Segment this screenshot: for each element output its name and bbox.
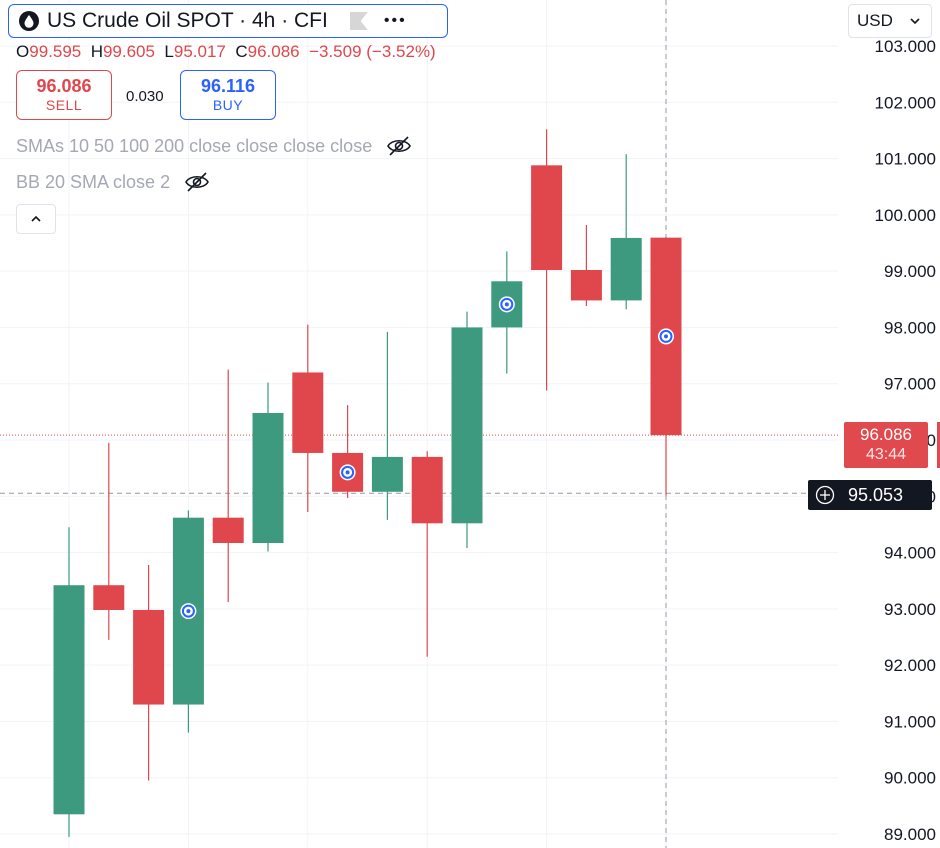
candle-body bbox=[531, 165, 563, 271]
sma-indicator-label: SMAs 10 50 100 200 close close close clo… bbox=[16, 135, 373, 156]
y-tick-label: 101.000 bbox=[875, 150, 936, 169]
sma-indicator-legend[interactable]: SMAs 10 50 100 200 close close close clo… bbox=[16, 135, 412, 157]
y-tick-label: 103.000 bbox=[875, 37, 936, 56]
candle-body bbox=[252, 412, 284, 544]
event-marker-dot bbox=[664, 334, 668, 339]
sell-label: SELL bbox=[45, 97, 83, 113]
buy-price: 96.116 bbox=[200, 76, 256, 96]
close-value: 96.086 bbox=[247, 42, 300, 61]
ohlc-legend: O99.595 H99.605 L95.017 C96.086 −3.509 (… bbox=[16, 42, 436, 62]
crosshair-price-value: 95.053 bbox=[848, 484, 904, 505]
low-value: 95.017 bbox=[173, 42, 226, 61]
y-tick-label: 97.000 bbox=[884, 375, 936, 394]
chevron-down-icon bbox=[910, 18, 920, 25]
more-icon[interactable]: ••• bbox=[383, 12, 407, 29]
close-label: C bbox=[235, 42, 248, 61]
y-tick-label: 92.000 bbox=[884, 656, 936, 675]
y-tick-label: 91.000 bbox=[884, 712, 936, 731]
change-value: −3.509 (−3.52%) bbox=[309, 42, 436, 61]
collapse-legend-button[interactable] bbox=[16, 204, 56, 234]
event-marker-dot bbox=[345, 470, 350, 475]
y-tick-label: 99.000 bbox=[884, 262, 936, 281]
eye-off-icon[interactable] bbox=[184, 171, 210, 193]
y-tick-label: 98.000 bbox=[884, 318, 936, 337]
high-value: 99.605 bbox=[102, 42, 155, 61]
symbol-search[interactable]: US Crude Oil SPOT · 4h · CFI ••• bbox=[8, 4, 448, 38]
candle-body bbox=[53, 585, 85, 815]
buy-label: BUY bbox=[212, 97, 244, 113]
last-price-value: 96.086 bbox=[860, 425, 912, 444]
candle-body bbox=[212, 517, 244, 544]
y-tick-label: 90.000 bbox=[884, 769, 936, 788]
drop-icon bbox=[19, 11, 39, 31]
event-marker-dot bbox=[504, 302, 509, 307]
event-marker-ring bbox=[181, 604, 195, 618]
bb-indicator-legend[interactable]: BB 20 SMA close 2 bbox=[16, 171, 210, 193]
price-tag-edge bbox=[937, 422, 940, 468]
sell-price: 96.086 bbox=[36, 76, 92, 96]
event-marker-ring bbox=[659, 329, 673, 343]
low-label: L bbox=[164, 42, 174, 61]
open-label: O bbox=[16, 42, 30, 61]
chevron-up-icon bbox=[31, 215, 41, 222]
event-marker-ring bbox=[500, 297, 514, 311]
y-tick-label: 102.000 bbox=[875, 93, 936, 112]
candle-body bbox=[411, 456, 443, 524]
buy-button[interactable]: 96.116 BUY bbox=[180, 70, 276, 120]
symbol-title: US Crude Oil SPOT · 4h · CFI bbox=[47, 9, 328, 32]
y-tick-label: 94.000 bbox=[884, 544, 936, 563]
last-price-tag: 96.086 43:44 bbox=[844, 422, 928, 468]
bar-countdown: 43:44 bbox=[865, 446, 907, 463]
bb-indicator-label: BB 20 SMA close 2 bbox=[16, 171, 171, 192]
open-value: 99.595 bbox=[29, 42, 82, 61]
high-label: H bbox=[90, 42, 103, 61]
y-tick-label: 100.000 bbox=[875, 206, 936, 225]
candle-body bbox=[133, 609, 165, 705]
candle-body bbox=[292, 372, 324, 453]
y-tick-label: 89.000 bbox=[884, 825, 936, 844]
candle-body bbox=[371, 456, 403, 492]
candle-body bbox=[570, 270, 602, 301]
candle-body bbox=[451, 327, 483, 524]
currency-label: USD bbox=[857, 11, 893, 30]
currency-select[interactable]: USD bbox=[848, 4, 932, 38]
eye-off-icon[interactable] bbox=[386, 135, 412, 157]
event-marker-dot bbox=[186, 609, 191, 614]
crosshair-price-tag: 95.053 bbox=[808, 480, 932, 510]
event-marker-ring bbox=[341, 465, 355, 479]
spread-value: 0.030 bbox=[126, 88, 164, 105]
sell-button[interactable]: 96.086 SELL bbox=[16, 70, 112, 120]
candle-body bbox=[93, 585, 125, 610]
y-tick-label: 93.000 bbox=[884, 600, 936, 619]
candle-body bbox=[610, 237, 642, 301]
flag-icon[interactable] bbox=[349, 12, 368, 30]
crosshair-plus-icon[interactable] bbox=[808, 485, 842, 505]
